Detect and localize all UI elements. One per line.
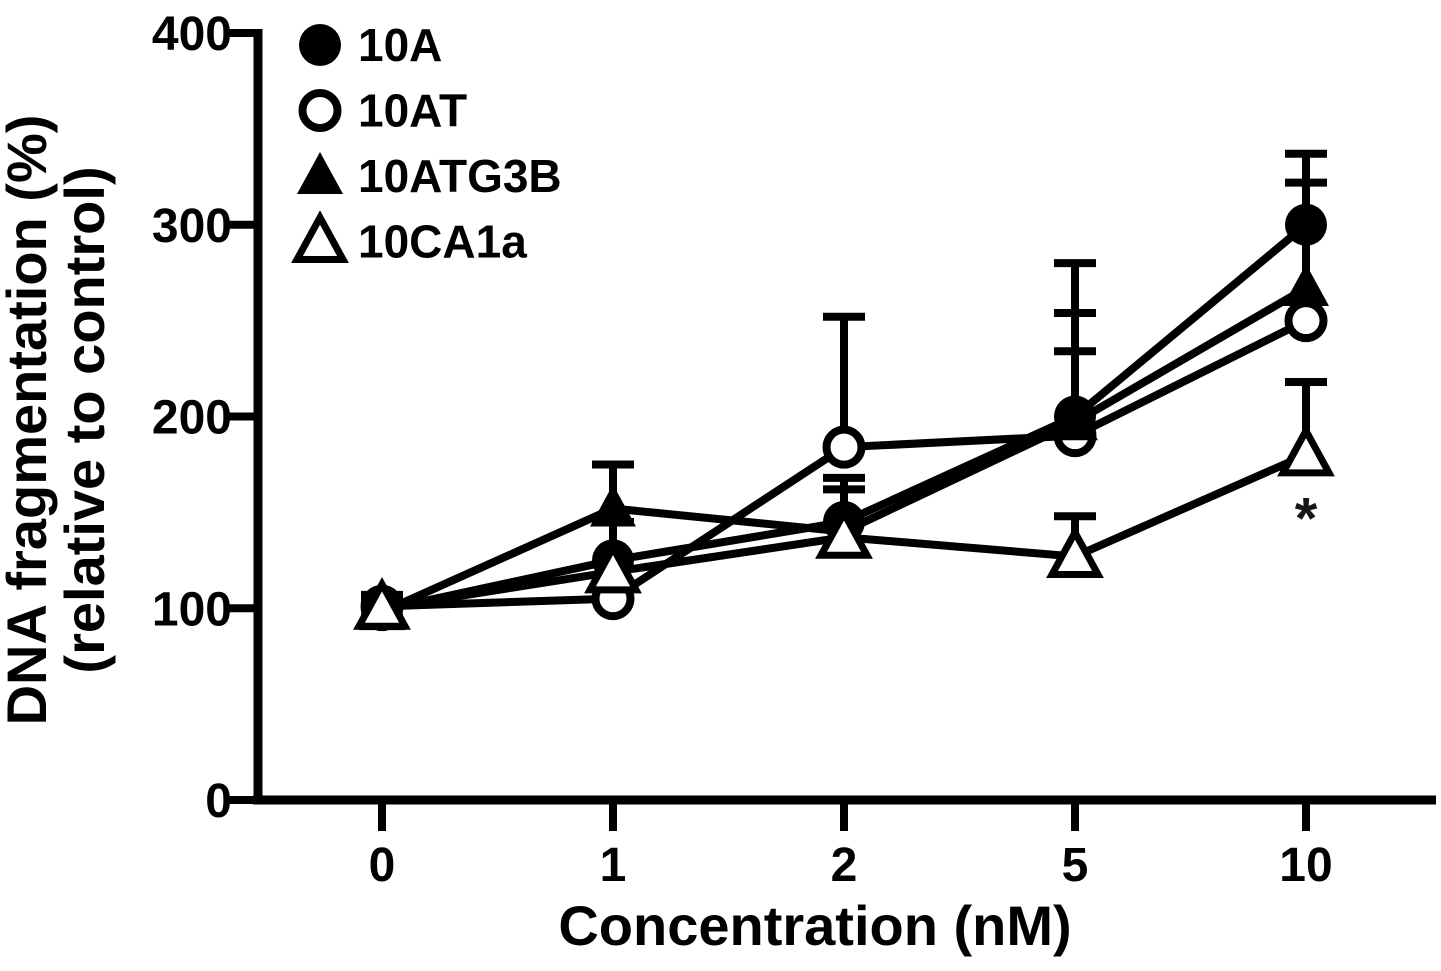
x-axis-title: Concentration (nM) [558,894,1071,957]
legend-marker-10ATG3B [297,152,343,194]
legend: 10A 10AT 10ATG3B 10CA1a [291,19,562,268]
axes [228,29,1436,831]
legend-marker-10CA1a [291,210,349,263]
y-axis-title-line1: DNA fragmentation (%) [0,115,58,726]
point-10CA1a-10 [1277,423,1335,477]
legend-label-10A: 10A [358,19,442,71]
point-10AT-2 [822,425,866,469]
x-tick-label: 2 [831,839,858,892]
x-tick-label: 1 [600,839,627,892]
legend-marker-10AT [298,89,342,132]
y-tick-label: 300 [152,200,232,253]
x-tick-label: 10 [1279,839,1332,892]
point-10CA1a-2 [815,506,873,559]
y-tick-label: 0 [205,775,232,828]
y-tick-label: 200 [152,392,232,445]
point-10CA1a-0 [353,576,411,630]
point-10ATG3B-10 [1283,264,1329,307]
y-axis-title-line2: (relative to control) [53,166,116,673]
point-10ATG3B-1 [590,484,636,527]
y-tick-label: 100 [152,583,232,636]
markers-10CA1a [353,423,1335,630]
point-10ATG3B-5 [1052,398,1098,441]
x-tick-label: 5 [1062,839,1089,892]
point-10CA1a-5 [1046,525,1104,578]
x-tick-label: 0 [369,839,396,892]
point-10AT-10 [1284,299,1328,343]
y-tick-label: 400 [152,8,232,61]
legend-marker-10A [299,24,341,66]
point-10CA1a-1 [584,540,642,594]
point-10A-10 [1285,203,1327,246]
legend-label-10ATG3B: 10ATG3B [358,150,562,202]
significance-asterisk: * [1295,487,1318,552]
series-10AT [361,312,1308,622]
legend-label-10AT: 10AT [358,85,467,137]
legend-label-10CA1a: 10CA1a [358,216,527,268]
